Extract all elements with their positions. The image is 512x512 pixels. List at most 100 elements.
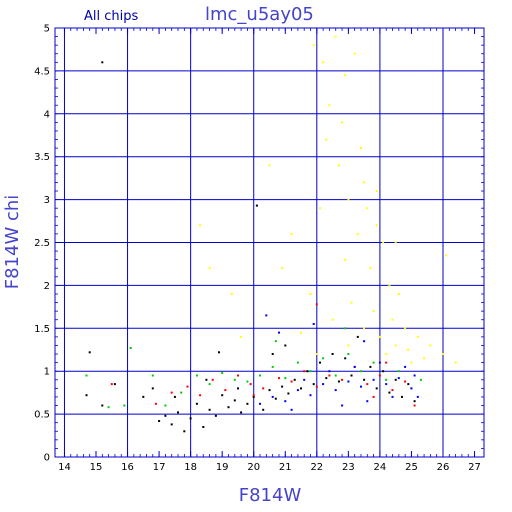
data-point [429,344,432,347]
data-point [164,414,167,417]
y-tick-label: 4 [44,109,50,120]
y-tick-label: 2 [44,281,50,292]
x-tick-label: 17 [153,462,166,473]
data-point [85,394,88,397]
data-point [290,380,293,383]
data-point [173,395,176,398]
data-point [413,400,416,403]
data-point [296,361,299,364]
data-point [353,365,356,368]
data-point [227,406,230,409]
data-point [404,327,407,330]
y-tick-label: 0.5 [34,410,50,421]
data-point [347,380,350,383]
data-point [347,198,350,201]
data-point [391,395,394,398]
series-3 [259,314,419,411]
data-point [375,190,378,192]
data-point [287,392,290,395]
data-point [180,391,183,394]
data-point [312,383,315,386]
data-point [123,404,126,407]
data-point [394,344,397,347]
data-point [107,406,110,409]
data-point [142,395,145,398]
data-point [259,374,261,377]
data-point [397,377,400,380]
data-point [233,399,236,402]
data-point [211,378,214,381]
data-point [309,293,312,295]
y-tick-label: 5 [44,24,50,35]
data-point [372,310,375,313]
data-point [284,377,287,380]
data-point [154,402,157,405]
x-tick-label: 21 [279,462,292,473]
x-tick-label: 24 [374,462,387,473]
data-point [363,327,366,330]
x-tick-label: 26 [437,462,450,473]
all-chips-annotation: All chips [84,9,138,24]
data-point [410,361,413,364]
data-point [284,400,287,403]
data-point [262,408,265,411]
x-tick-label: 14 [58,462,71,473]
data-point [322,61,325,64]
data-point [423,357,426,360]
data-point [331,353,334,355]
data-point [268,164,271,167]
data-point [419,378,422,381]
data-point [195,374,198,377]
frame-ticks [55,27,484,458]
data-point [151,387,154,390]
data-point [363,340,366,343]
data-point [388,284,391,287]
data-point [208,383,211,386]
x-tick-labels: 14 15 16 17 18 19 20 21 22 23 24 25 26 27 [58,462,481,473]
data-point [290,232,293,235]
data-point [454,361,457,364]
data-point [246,380,249,383]
data-point [315,385,318,388]
data-point [271,353,274,355]
data-point [397,370,400,373]
data-point [325,377,328,380]
data-point [221,371,224,374]
data-point [445,254,448,257]
data-point [183,430,186,433]
data-point [202,426,205,428]
data-point [300,387,302,390]
data-point [252,395,255,398]
data-point [309,394,312,397]
data-point [315,353,318,355]
data-point [255,204,258,207]
data-point [274,397,277,400]
data-point [344,327,347,330]
data-point [218,351,220,354]
data-point [341,121,344,124]
data-point [413,404,416,407]
data-point [284,344,287,347]
data-point [344,74,347,77]
data-point [407,348,410,351]
data-point [312,323,315,325]
data-point [240,411,243,414]
data-point [177,411,179,414]
data-point [101,61,104,64]
data-point [337,164,340,167]
data-point [249,383,252,386]
data-point [369,365,372,368]
y-tick-label: 3 [44,195,50,206]
data-point [85,374,88,377]
data-point [281,267,284,270]
x-tick-label: 18 [184,462,197,473]
data-point [306,370,309,373]
data-point [271,395,274,398]
data-point [350,301,353,304]
data-point [293,378,296,381]
data-point [401,395,403,398]
data-point [385,353,388,355]
data-point [195,402,198,405]
data-point [331,318,334,321]
